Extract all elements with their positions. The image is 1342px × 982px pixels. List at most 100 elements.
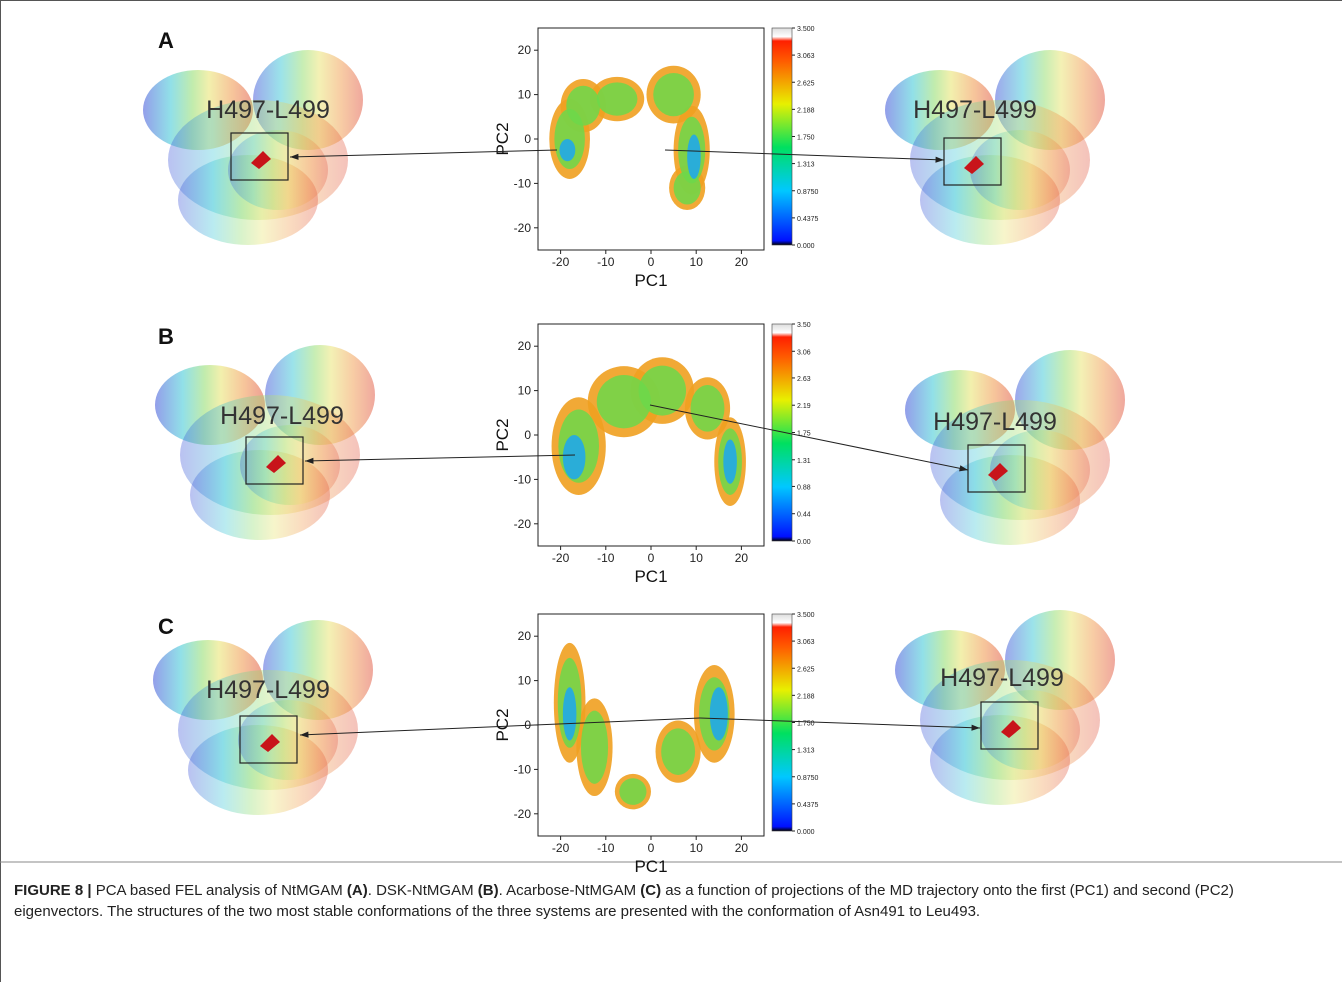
residue-box bbox=[980, 701, 1039, 750]
colorbar-tick-label: 2.63 bbox=[797, 376, 811, 383]
density-core bbox=[687, 134, 701, 179]
residue-label: H497-L499 bbox=[940, 664, 1064, 692]
density-region bbox=[566, 85, 601, 126]
x-tick-label: -10 bbox=[597, 255, 615, 269]
arrow-head bbox=[290, 153, 299, 160]
y-tick-label: -20 bbox=[514, 517, 532, 531]
protein-domain bbox=[240, 425, 340, 505]
residue-highlight bbox=[266, 455, 286, 473]
colorbar-tick-label: 3.500 bbox=[797, 26, 815, 33]
caption-part: PCA based FEL analysis of NtMGAM bbox=[91, 882, 347, 899]
arrow bbox=[304, 454, 576, 462]
colorbar-tick-label: 2.625 bbox=[797, 80, 815, 87]
density-core bbox=[723, 439, 737, 484]
protein-structure bbox=[905, 350, 1125, 545]
panel-label: C bbox=[158, 614, 174, 639]
caption-part: (A) bbox=[346, 882, 368, 899]
arrow-head bbox=[935, 156, 944, 163]
residue-box bbox=[943, 137, 1002, 186]
residue-label: H497-L499 bbox=[220, 402, 344, 430]
arrow bbox=[699, 717, 981, 729]
colorbar-tick-label: 2.625 bbox=[797, 666, 815, 673]
x-tick-label: -10 bbox=[597, 841, 615, 855]
residue-highlight bbox=[988, 463, 1008, 481]
x-tick-label: -20 bbox=[552, 841, 570, 855]
x-tick-label: 20 bbox=[735, 551, 749, 565]
caption-label: FIGURE 8 | bbox=[14, 882, 92, 899]
colorbar-tick-label: 1.313 bbox=[797, 162, 815, 169]
caption: FIGURE 8 | PCA based FEL analysis of NtM… bbox=[14, 880, 1324, 922]
colorbar-tick-label: 0.4375 bbox=[797, 802, 819, 809]
density-core bbox=[562, 687, 577, 741]
y-tick-label: -10 bbox=[514, 176, 532, 190]
x-tick-label: 10 bbox=[690, 841, 704, 855]
residue-box bbox=[245, 436, 304, 485]
x-tick-label: 10 bbox=[690, 551, 704, 565]
x-tick-label: 20 bbox=[735, 841, 749, 855]
colorbar-tick-label: 3.500 bbox=[797, 612, 815, 619]
residue-highlight bbox=[964, 156, 984, 174]
colorbar-tick-label: 1.750 bbox=[797, 721, 815, 728]
protein-structure bbox=[895, 610, 1115, 805]
density-region bbox=[661, 728, 696, 775]
colorbar-tick-label: 2.188 bbox=[797, 107, 815, 114]
protein-domain bbox=[990, 430, 1090, 510]
residue-highlight bbox=[251, 151, 271, 169]
y-tick-label: 10 bbox=[518, 384, 532, 398]
caption-part: as a function of projections of the MD t… bbox=[14, 882, 1234, 920]
caption-part: . DSK-NtMGAM bbox=[367, 882, 478, 899]
colorbar-tick-label: 1.313 bbox=[797, 748, 815, 755]
residue-box bbox=[239, 715, 298, 764]
colorbar-tick-label: 0.44 bbox=[797, 512, 811, 519]
density-core bbox=[562, 435, 586, 480]
y-tick-label: -20 bbox=[514, 807, 532, 821]
colorbar-tick-label: 0.8750 bbox=[797, 189, 819, 196]
density-region bbox=[619, 778, 647, 805]
arrow bbox=[649, 404, 969, 471]
colorbar-tick-label: 0.4375 bbox=[797, 216, 819, 223]
colorbar-tick-label: 1.75 bbox=[797, 431, 811, 438]
y-tick-label: 20 bbox=[518, 629, 532, 643]
density-region bbox=[638, 365, 687, 416]
protein-domain bbox=[238, 700, 338, 780]
density-region bbox=[596, 375, 651, 429]
residue-label: H497-L499 bbox=[206, 676, 330, 704]
density-region bbox=[673, 171, 701, 205]
colorbar bbox=[771, 613, 793, 832]
residue-label: H497-L499 bbox=[913, 96, 1037, 124]
x-axis-label: PC1 bbox=[634, 857, 667, 876]
arrow-head bbox=[300, 731, 309, 738]
y-tick-label: 20 bbox=[518, 43, 532, 57]
density-region bbox=[653, 72, 694, 117]
y-axis-label: PC2 bbox=[493, 418, 512, 451]
x-tick-label: 10 bbox=[690, 255, 704, 269]
protein-domain bbox=[228, 130, 328, 210]
y-tick-label: -10 bbox=[514, 762, 532, 776]
residue-highlight bbox=[260, 734, 280, 752]
density-region bbox=[596, 82, 638, 116]
y-tick-label: 10 bbox=[518, 674, 532, 688]
colorbar-tick-label: 2.188 bbox=[797, 693, 815, 700]
x-tick-label: -10 bbox=[597, 551, 615, 565]
x-tick-label: 20 bbox=[735, 255, 749, 269]
residue-highlight bbox=[1001, 720, 1021, 738]
caption-part: (C) bbox=[640, 882, 662, 899]
protein-structure bbox=[155, 345, 375, 540]
colorbar bbox=[771, 323, 793, 542]
y-tick-label: 20 bbox=[518, 339, 532, 353]
residue-label: H497-L499 bbox=[206, 96, 330, 124]
colorbar-tick-label: 2.19 bbox=[797, 403, 811, 410]
colorbar-tick-label: 3.06 bbox=[797, 349, 811, 356]
caption-part: (B) bbox=[477, 882, 499, 899]
protein-domain bbox=[970, 130, 1070, 210]
x-tick-label: -20 bbox=[552, 551, 570, 565]
panel-label: A bbox=[158, 28, 174, 53]
colorbar-tick-label: 0.88 bbox=[797, 484, 811, 491]
arrow-head bbox=[305, 457, 314, 464]
colorbar-tick-label: 3.063 bbox=[797, 639, 815, 646]
y-tick-label: -10 bbox=[514, 472, 532, 486]
x-axis-label: PC1 bbox=[634, 567, 667, 586]
protein-domain bbox=[980, 690, 1080, 770]
protein-structure bbox=[143, 50, 363, 245]
